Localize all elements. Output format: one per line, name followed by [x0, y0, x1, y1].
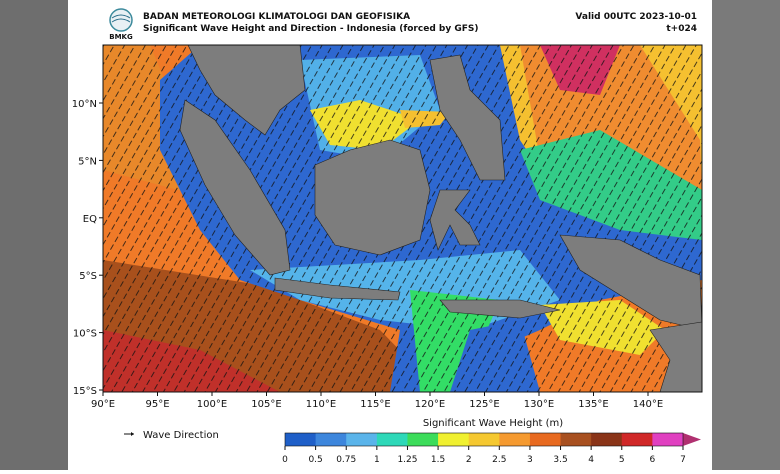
lat-label: 10°N — [72, 99, 97, 110]
logo-text: BMKG — [109, 33, 133, 41]
lat-label: 5°S — [79, 271, 97, 282]
lat-label: 10°S — [73, 329, 97, 340]
lon-label: 115°E — [360, 399, 390, 410]
lon-label: 90°E — [91, 399, 115, 410]
colorbar-frame — [284, 432, 684, 447]
colorbar-label: 7 — [680, 455, 686, 465]
colorbar-bin — [376, 433, 408, 446]
lat-label: EQ — [83, 214, 97, 225]
lon-label: 135°E — [578, 399, 608, 410]
legend-label: Wave Direction — [143, 430, 219, 441]
colorbar-label: 3 — [527, 455, 533, 465]
map — [102, 44, 703, 393]
lon-label: 105°E — [251, 399, 281, 410]
colorbar-bin — [560, 433, 592, 446]
lon-label: 130°E — [524, 399, 554, 410]
colorbar-bin — [499, 433, 531, 446]
lead-time: t+024 — [666, 24, 697, 34]
lat-label: 5°N — [78, 156, 97, 167]
colorbar-extension — [683, 433, 701, 446]
colorbar-title: Significant Wave Height (m) — [423, 418, 563, 429]
lon-label: 100°E — [197, 399, 227, 410]
colorbar-label: 1.5 — [431, 455, 445, 465]
colorbar: 0 0.5 0.75 1 1.25 1.5 2 2.5 3 3.5 4 5 6 7 — [282, 432, 701, 465]
colorbar-bin — [621, 433, 653, 446]
colorbar-label: 0.5 — [308, 455, 322, 465]
colorbar-label: 2 — [466, 455, 472, 465]
colorbar-bin — [346, 433, 378, 446]
colorbar-bin — [407, 433, 439, 446]
lon-label: 120°E — [415, 399, 445, 410]
colorbar-label: 5 — [619, 455, 625, 465]
colorbar-bin — [652, 433, 684, 446]
title: BADAN METEOROLOGI KLIMATOLOGI DAN GEOFIS… — [143, 12, 410, 22]
colorbar-label: 3.5 — [553, 455, 567, 465]
colorbar-bin — [529, 433, 562, 446]
colorbar-bin — [468, 433, 500, 446]
colorbar-label: 0.75 — [336, 455, 356, 465]
lon-label: 140°E — [633, 399, 663, 410]
colorbar-label: 4 — [588, 455, 594, 465]
colorbar-bin — [285, 433, 317, 446]
valid-time: Valid 00UTC 2023-10-01 — [575, 12, 697, 22]
direction-legend: Wave Direction — [124, 430, 219, 441]
lon-label: 95°E — [145, 399, 169, 410]
colorbar-label: 1 — [374, 455, 380, 465]
logo: BMKG — [109, 8, 133, 41]
lat-label: 15°S — [73, 386, 97, 397]
side-bar — [712, 0, 780, 470]
colorbar-label: 6 — [650, 455, 656, 465]
colorbar-label: 1.25 — [397, 455, 417, 465]
side-bar — [0, 0, 68, 470]
lon-label: 125°E — [469, 399, 499, 410]
colorbar-bin — [315, 433, 347, 446]
subtitle: Significant Wave Height and Direction - … — [143, 24, 478, 34]
colorbar-bin — [438, 433, 470, 446]
colorbar-label: 2.5 — [492, 455, 506, 465]
colorbar-label: 0 — [282, 455, 288, 465]
lon-label: 110°E — [306, 399, 336, 410]
colorbar-bin — [591, 433, 623, 446]
